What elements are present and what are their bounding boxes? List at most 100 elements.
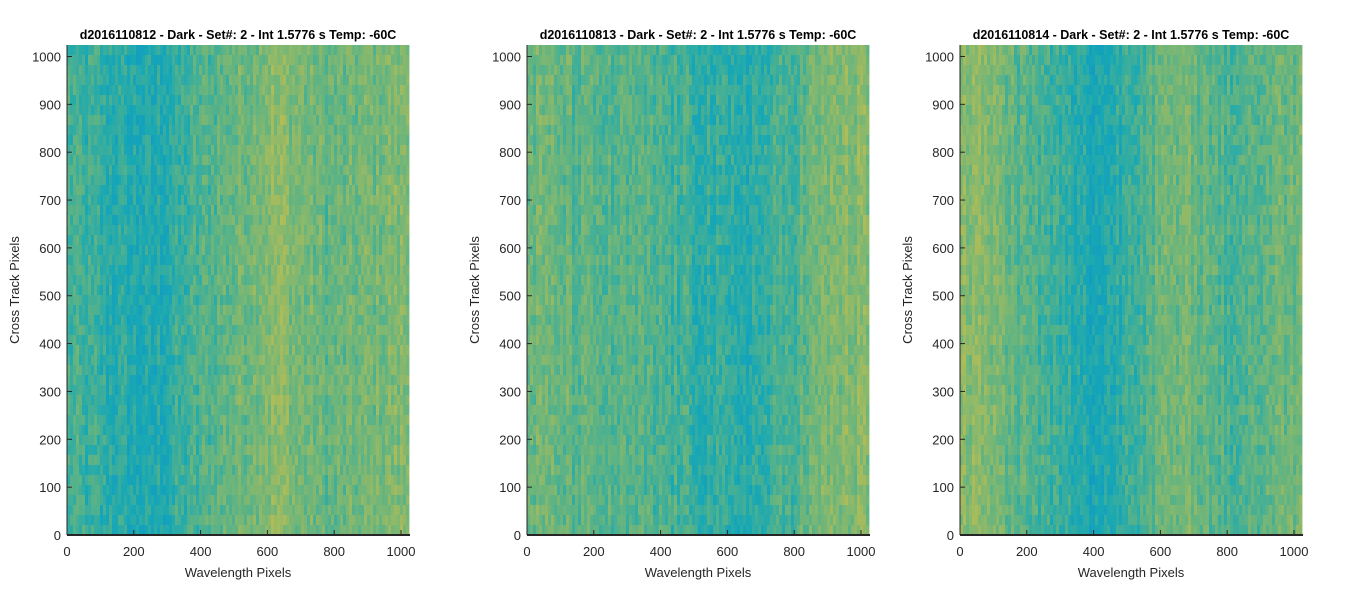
heatmap-cell xyxy=(82,55,86,66)
heatmap-cell xyxy=(73,345,77,356)
heatmap-cell xyxy=(334,205,338,216)
heatmap-cell xyxy=(292,45,296,56)
heatmap-cell xyxy=(169,385,173,396)
heatmap-cell xyxy=(268,45,272,56)
heatmap-cell xyxy=(352,345,356,356)
heatmap-cell xyxy=(352,155,356,166)
heatmap-cell xyxy=(310,395,314,406)
heatmap-cell xyxy=(355,225,359,236)
heatmap-cell xyxy=(244,405,248,416)
heatmap-cell xyxy=(148,275,152,286)
heatmap-cell xyxy=(361,335,365,346)
heatmap-cell xyxy=(112,295,116,306)
heatmap-cell xyxy=(328,135,332,146)
heatmap-cell xyxy=(142,225,146,236)
heatmap-cell xyxy=(136,525,140,536)
heatmap-cell xyxy=(130,85,134,96)
heatmap-cell xyxy=(142,375,146,386)
heatmap-cell xyxy=(211,205,215,216)
heatmap-cell xyxy=(184,325,188,336)
heatmap-cell xyxy=(310,455,314,466)
heatmap-cell xyxy=(346,395,350,406)
heatmap-cell xyxy=(301,415,305,426)
heatmap-cell xyxy=(280,65,284,76)
heatmap-cell xyxy=(322,185,326,196)
heatmap-cell xyxy=(163,445,167,456)
heatmap-cell xyxy=(277,505,281,516)
heatmap-cell xyxy=(238,465,242,476)
heatmap-cell xyxy=(208,495,212,506)
heatmap-cell xyxy=(286,415,290,426)
heatmap-cell xyxy=(271,305,275,316)
heatmap-cell xyxy=(319,295,323,306)
heatmap-cell xyxy=(115,375,119,386)
heatmap-cell xyxy=(292,295,296,306)
heatmap-cell xyxy=(367,325,371,336)
heatmap-cell xyxy=(85,355,89,366)
heatmap-cell xyxy=(307,105,311,116)
heatmap-cell xyxy=(280,85,284,96)
heatmap-cell xyxy=(166,485,170,496)
heatmap-cell xyxy=(280,505,284,516)
heatmap-cell xyxy=(241,475,245,486)
heatmap-cell xyxy=(142,65,146,76)
heatmap-cell xyxy=(289,155,293,166)
heatmap-cell xyxy=(97,265,101,276)
heatmap-cell xyxy=(67,105,71,116)
heatmap-cell xyxy=(292,125,296,136)
heatmap-cell xyxy=(112,245,116,256)
heatmap-cell xyxy=(163,105,167,116)
heatmap-cell xyxy=(193,315,197,326)
heatmap-cell xyxy=(244,85,248,96)
heatmap-cell xyxy=(121,425,125,436)
heatmap-cell xyxy=(280,355,284,366)
heatmap-cell xyxy=(325,405,329,416)
heatmap-cell xyxy=(331,85,335,96)
heatmap-cell xyxy=(301,445,305,456)
heatmap-cell xyxy=(310,225,314,236)
heatmap-cell xyxy=(241,495,245,506)
heatmap-cell xyxy=(226,245,230,256)
heatmap-cell xyxy=(253,465,257,476)
heatmap-cell xyxy=(199,395,203,406)
heatmap-cell xyxy=(169,295,173,306)
heatmap-cell xyxy=(256,265,260,276)
heatmap-cell xyxy=(193,105,197,116)
heatmap-cell xyxy=(103,315,107,326)
heatmap-cell xyxy=(346,335,350,346)
heatmap-cell xyxy=(88,375,92,386)
heatmap-cell xyxy=(274,85,278,96)
heatmap-cell xyxy=(112,215,116,226)
heatmap-cell xyxy=(328,475,332,486)
heatmap-cell xyxy=(361,145,365,156)
heatmap-cell xyxy=(223,515,227,526)
heatmap-cell xyxy=(214,435,218,446)
heatmap-cell xyxy=(265,265,269,276)
heatmap-cell xyxy=(67,365,71,376)
heatmap-cell xyxy=(241,245,245,256)
heatmap-cell xyxy=(328,305,332,316)
heatmap-cell xyxy=(136,155,140,166)
heatmap-cell xyxy=(76,175,80,186)
heatmap-cell xyxy=(130,215,134,226)
heatmap-cell xyxy=(361,205,365,216)
heatmap-cell xyxy=(259,85,263,96)
heatmap-cell xyxy=(256,245,260,256)
heatmap-cell xyxy=(151,55,155,66)
heatmap-cell xyxy=(142,475,146,486)
heatmap-cell xyxy=(88,85,92,96)
heatmap-cell xyxy=(160,525,164,536)
heatmap-cell xyxy=(139,225,143,236)
heatmap-cell xyxy=(67,295,71,306)
heatmap-cell xyxy=(310,65,314,76)
heatmap-cell xyxy=(346,405,350,416)
heatmap-cell xyxy=(76,405,80,416)
heatmap-cell xyxy=(289,505,293,516)
heatmap-cell xyxy=(220,75,224,86)
heatmap-cell xyxy=(208,95,212,106)
heatmap-cell xyxy=(244,445,248,456)
heatmap-cell xyxy=(118,355,122,366)
heatmap-cell xyxy=(355,375,359,386)
heatmap-cell xyxy=(112,185,116,196)
heatmap-cell xyxy=(184,345,188,356)
